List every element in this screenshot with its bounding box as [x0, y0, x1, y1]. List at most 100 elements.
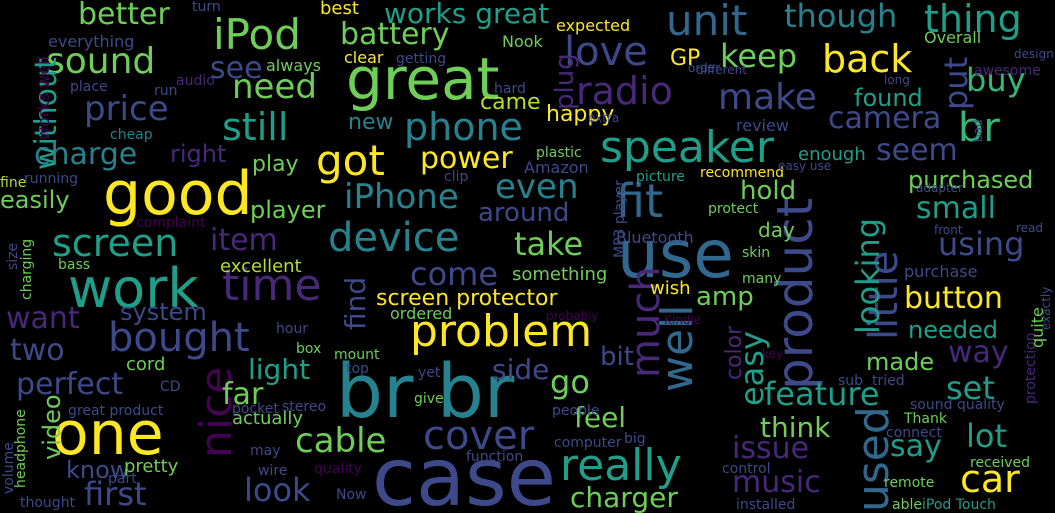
- word-two: two: [10, 333, 65, 368]
- word-people: people: [552, 403, 600, 419]
- word-came: came: [480, 90, 541, 115]
- word-seem: seem: [876, 133, 958, 168]
- word-find: find: [339, 276, 372, 330]
- word-tried: tried: [872, 373, 905, 389]
- word-thought: thought: [20, 495, 76, 511]
- word-sub: sub: [838, 373, 864, 389]
- word-adapter: adapter: [916, 181, 963, 195]
- word-complaint: complaint: [136, 215, 206, 231]
- word-set: set: [946, 369, 995, 407]
- word-overall: Overall: [924, 28, 982, 47]
- word-great-product: great product: [68, 403, 164, 419]
- word-plug: plug: [550, 53, 580, 110]
- word-installed: installed: [736, 497, 796, 513]
- word-charging: charging: [19, 238, 35, 300]
- word-place: place: [70, 79, 108, 95]
- word-charger: charger: [570, 481, 678, 513]
- word-exactly: exactly: [1039, 286, 1053, 330]
- word-happy: happy: [546, 102, 615, 127]
- word-expected: expected: [556, 16, 631, 35]
- word-better: better: [78, 0, 170, 32]
- word-small: small: [916, 191, 996, 226]
- word-use: use: [617, 216, 734, 293]
- word-connect: connect: [886, 425, 942, 441]
- word-issue: issue: [732, 431, 810, 466]
- word-charge: charge: [34, 137, 138, 172]
- word-skin: skin: [742, 245, 771, 261]
- word-right: right: [170, 140, 227, 168]
- word-sound: sound: [46, 41, 156, 82]
- word-feature: feature: [764, 375, 880, 413]
- word-price: price: [84, 89, 169, 129]
- word-pocket: pocket: [232, 401, 279, 417]
- word-keep: keep: [720, 37, 798, 75]
- word-buy: buy: [966, 61, 1026, 99]
- word-one: one: [52, 399, 164, 469]
- word-quality: quality: [314, 461, 362, 477]
- word-cable: cable: [295, 421, 387, 461]
- word-way: way: [948, 335, 1009, 370]
- word-recommend: recommend: [700, 165, 784, 181]
- word-cord: cord: [126, 354, 166, 375]
- word-order: order: [688, 61, 720, 75]
- word-getting: getting: [396, 51, 447, 67]
- word-easily: easily: [0, 186, 70, 214]
- word-thing: thing: [924, 0, 1022, 41]
- word-system: system: [120, 298, 207, 326]
- word-long: long: [884, 73, 910, 87]
- word-car: car: [960, 457, 1020, 501]
- word-cover: cover: [423, 413, 535, 459]
- word-br: br: [958, 105, 1000, 151]
- word-need: need: [232, 67, 317, 107]
- word-pretty: pretty: [124, 456, 179, 477]
- word-though: though: [784, 0, 898, 35]
- word-give: give: [414, 391, 444, 407]
- word-side: side: [492, 353, 550, 386]
- word-received: received: [970, 455, 1031, 471]
- word-enough: enough: [798, 144, 866, 165]
- word-music: music: [732, 465, 821, 500]
- word-problem: problem: [410, 306, 593, 357]
- word-hold: hold: [740, 176, 797, 206]
- word-found: found: [854, 84, 923, 112]
- word-phone: phone: [404, 105, 523, 149]
- word-sound-quality: sound quality: [910, 397, 1005, 413]
- word-around: around: [478, 198, 570, 228]
- word-amp: amp: [696, 282, 754, 312]
- word-screen-protector: screen protector: [376, 286, 558, 311]
- word-radio: radio: [576, 69, 673, 113]
- word-day: day: [758, 218, 795, 242]
- word-function: function: [466, 449, 524, 465]
- word-case: case: [372, 431, 556, 513]
- word-made: made: [866, 348, 935, 376]
- word-clear: clear: [344, 48, 384, 67]
- word-good: good: [103, 159, 253, 229]
- word-always: always: [266, 56, 321, 75]
- word-picture: picture: [636, 169, 685, 185]
- word-come: come: [410, 255, 499, 293]
- word-speaker: speaker: [600, 122, 774, 173]
- word-make: make: [718, 77, 817, 118]
- word-bought: bought: [108, 315, 250, 361]
- word-fit: fit: [616, 174, 664, 228]
- word-ipod: iPod: [213, 10, 301, 59]
- word-key: key: [762, 347, 784, 361]
- word-first: first: [84, 475, 147, 513]
- word-thank: Thank: [904, 411, 947, 427]
- word-now: Now: [336, 487, 367, 503]
- word-looking: looking: [849, 217, 887, 334]
- word-part: part: [108, 471, 137, 487]
- word-stereo: stereo: [282, 399, 327, 415]
- word-nook: Nook: [502, 32, 543, 51]
- word-see: see: [210, 51, 263, 86]
- word-turn: turn: [192, 0, 221, 15]
- word-box: box: [296, 341, 322, 357]
- word-bit: bit: [600, 342, 634, 372]
- word-easy-use: easy use: [778, 159, 832, 173]
- word-say: say: [890, 429, 942, 464]
- word-play: play: [252, 152, 299, 177]
- word-works-great: works great: [384, 0, 550, 30]
- word-hard: hard: [494, 81, 526, 97]
- word-think: think: [760, 411, 831, 444]
